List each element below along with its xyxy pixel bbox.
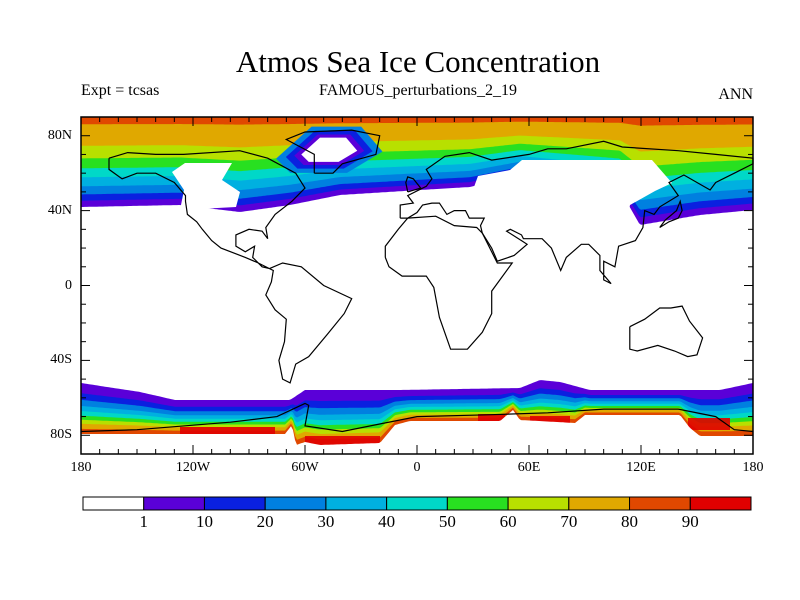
coastlines <box>80 129 754 433</box>
colorbar-box <box>507 496 570 511</box>
high-concentration-patch <box>478 414 505 421</box>
coastline-japan <box>659 199 683 229</box>
colorbar-label: 70 <box>560 512 578 531</box>
colorbar-box <box>325 496 388 511</box>
map-frame <box>80 116 754 455</box>
colorbar-label: 20 <box>256 512 274 531</box>
lat-tick-label: 40S <box>50 352 72 368</box>
colorbar <box>82 496 752 511</box>
plot-title: Atmos Sea Ice Concentration <box>235 44 601 79</box>
colorbar-label: 10 <box>195 512 213 531</box>
coastline-britain <box>405 176 422 193</box>
colorbar-box <box>629 496 691 511</box>
ice-concentration-fill <box>81 117 753 454</box>
colorbar-label: 30 <box>317 512 335 531</box>
lat-tick-label: 40N <box>47 202 72 218</box>
lon-tick-label: 180 <box>742 460 764 475</box>
colorbar-box <box>446 496 509 511</box>
coastline-antarctica <box>80 402 754 433</box>
lon-tick-label: 180 <box>70 460 92 475</box>
ice-free-ocean <box>81 226 753 376</box>
coastline-south-america <box>265 262 353 384</box>
experiment-label: Expt = tcsas <box>81 82 160 99</box>
coastline-africa <box>384 215 514 350</box>
coastline-greenland <box>284 129 381 174</box>
lat-tick-label: 80N <box>47 127 72 143</box>
colorbar-box <box>203 496 266 511</box>
high-concentration-patch <box>305 436 380 445</box>
axis-ticks <box>80 116 754 455</box>
run-name-label: FAMOUS_perturbations_2_19 <box>319 82 517 99</box>
colorbar-box <box>143 496 205 511</box>
colorbar-label: 1 <box>139 512 148 531</box>
coastline-australia <box>629 305 704 358</box>
antarctica-land-mask <box>81 410 753 454</box>
coastline-north-america <box>108 150 306 270</box>
lon-tick-label: 120E <box>626 460 656 475</box>
colorbar-box <box>568 496 631 511</box>
greenland-ice-free-interior <box>301 137 358 162</box>
colorbar-box <box>82 496 145 511</box>
lat-tick-label: 80S <box>50 427 72 443</box>
colorbar-label: 80 <box>621 512 639 531</box>
lat-tick-label: 0 <box>65 277 72 293</box>
lon-tick-label: 60E <box>517 460 541 475</box>
colorbar-box <box>386 496 448 511</box>
north-america-land-mask <box>172 163 240 210</box>
colorbar-label: 60 <box>499 512 517 531</box>
lon-tick-label: 60W <box>291 460 319 475</box>
lon-tick-label: 120W <box>175 460 211 475</box>
high-concentration-patch <box>688 418 730 430</box>
ice-band-north-70 <box>81 117 753 152</box>
colorbar-box <box>264 496 327 511</box>
colorbar-label: 50 <box>438 512 456 531</box>
colorbar-label: 40 <box>378 512 396 531</box>
colorbar-label: 90 <box>681 512 699 531</box>
eurasia-land-mask <box>470 160 672 226</box>
colorbar-box <box>689 496 752 511</box>
lon-tick-label: 0 <box>413 460 421 475</box>
season-label: ANN <box>718 86 753 103</box>
coastline-eurasia <box>399 140 754 285</box>
high-concentration-patch <box>180 427 275 436</box>
high-concentration-patch <box>530 416 570 423</box>
